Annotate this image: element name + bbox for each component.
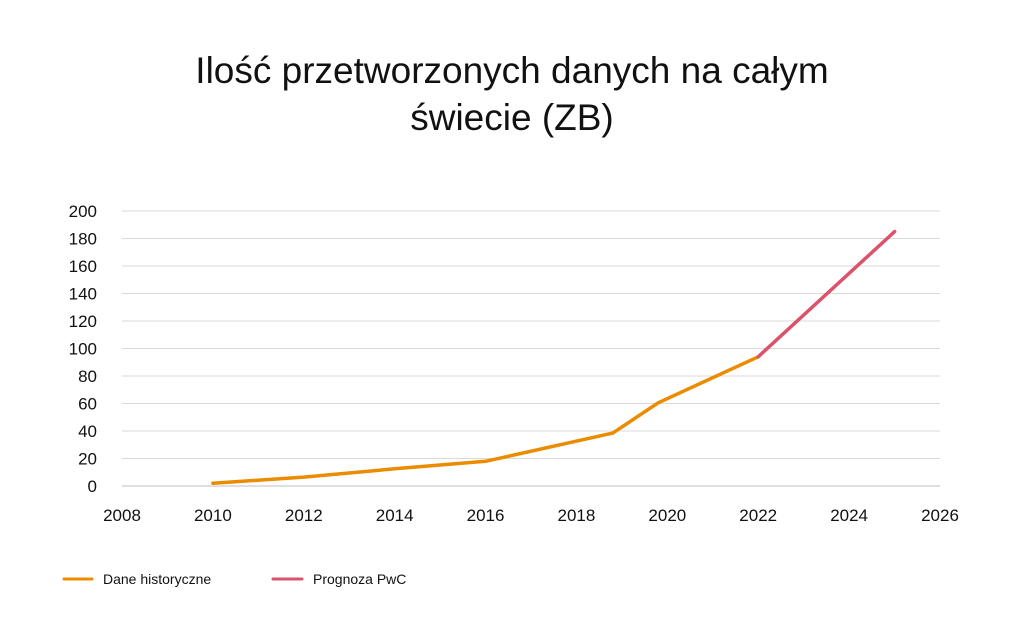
x-tick-label-2012: 2012 [285, 506, 323, 525]
x-tick-label-2010: 2010 [194, 506, 232, 525]
y-tick-label-80: 80 [78, 367, 97, 386]
y-axis-ticks: 0 20 40 60 80 100 120 140 160 180 200 [69, 202, 97, 496]
series-line-historical [211, 355, 760, 486]
x-tick-label-2024: 2024 [830, 506, 868, 525]
series-line-forecast [756, 229, 897, 359]
y-tick-label-0: 0 [88, 477, 97, 496]
y-tick-label-120: 120 [69, 312, 97, 331]
x-tick-label-2014: 2014 [376, 506, 414, 525]
legend-item-forecast: Prognoza PwC [271, 571, 406, 587]
y-tick-label-100: 100 [69, 340, 97, 359]
y-tick-label-60: 60 [78, 395, 97, 414]
y-tick-label-40: 40 [78, 422, 97, 441]
chart-title-line-2: świecie (ZB) [410, 97, 614, 138]
x-tick-label-2026: 2026 [921, 506, 959, 525]
x-tick-label-2022: 2022 [739, 506, 777, 525]
x-tick-label-2008: 2008 [103, 506, 141, 525]
legend: Dane historyczne Prognoza PwC [62, 571, 406, 587]
legend-label-forecast: Prognoza PwC [313, 571, 406, 587]
series-lines [211, 229, 897, 486]
y-tick-label-160: 160 [69, 257, 97, 276]
y-tick-label-20: 20 [78, 450, 97, 469]
legend-item-historical: Dane historyczne [62, 571, 211, 587]
legend-label-historical: Dane historyczne [103, 571, 211, 587]
x-tick-label-2018: 2018 [558, 506, 596, 525]
x-tick-label-2020: 2020 [648, 506, 686, 525]
gridlines [122, 210, 940, 487]
chart-title: Ilość przetworzonych danych na całym świ… [195, 50, 828, 138]
chart-title-line-1: Ilość przetworzonych danych na całym [195, 50, 828, 91]
x-axis-ticks: 2008 2010 2012 2014 2016 2018 2020 2022 2024 2026 [103, 506, 959, 525]
y-tick-label-140: 140 [69, 285, 97, 304]
x-tick-label-2016: 2016 [467, 506, 505, 525]
y-tick-label-200: 200 [69, 202, 97, 221]
y-tick-label-180: 180 [69, 230, 97, 249]
